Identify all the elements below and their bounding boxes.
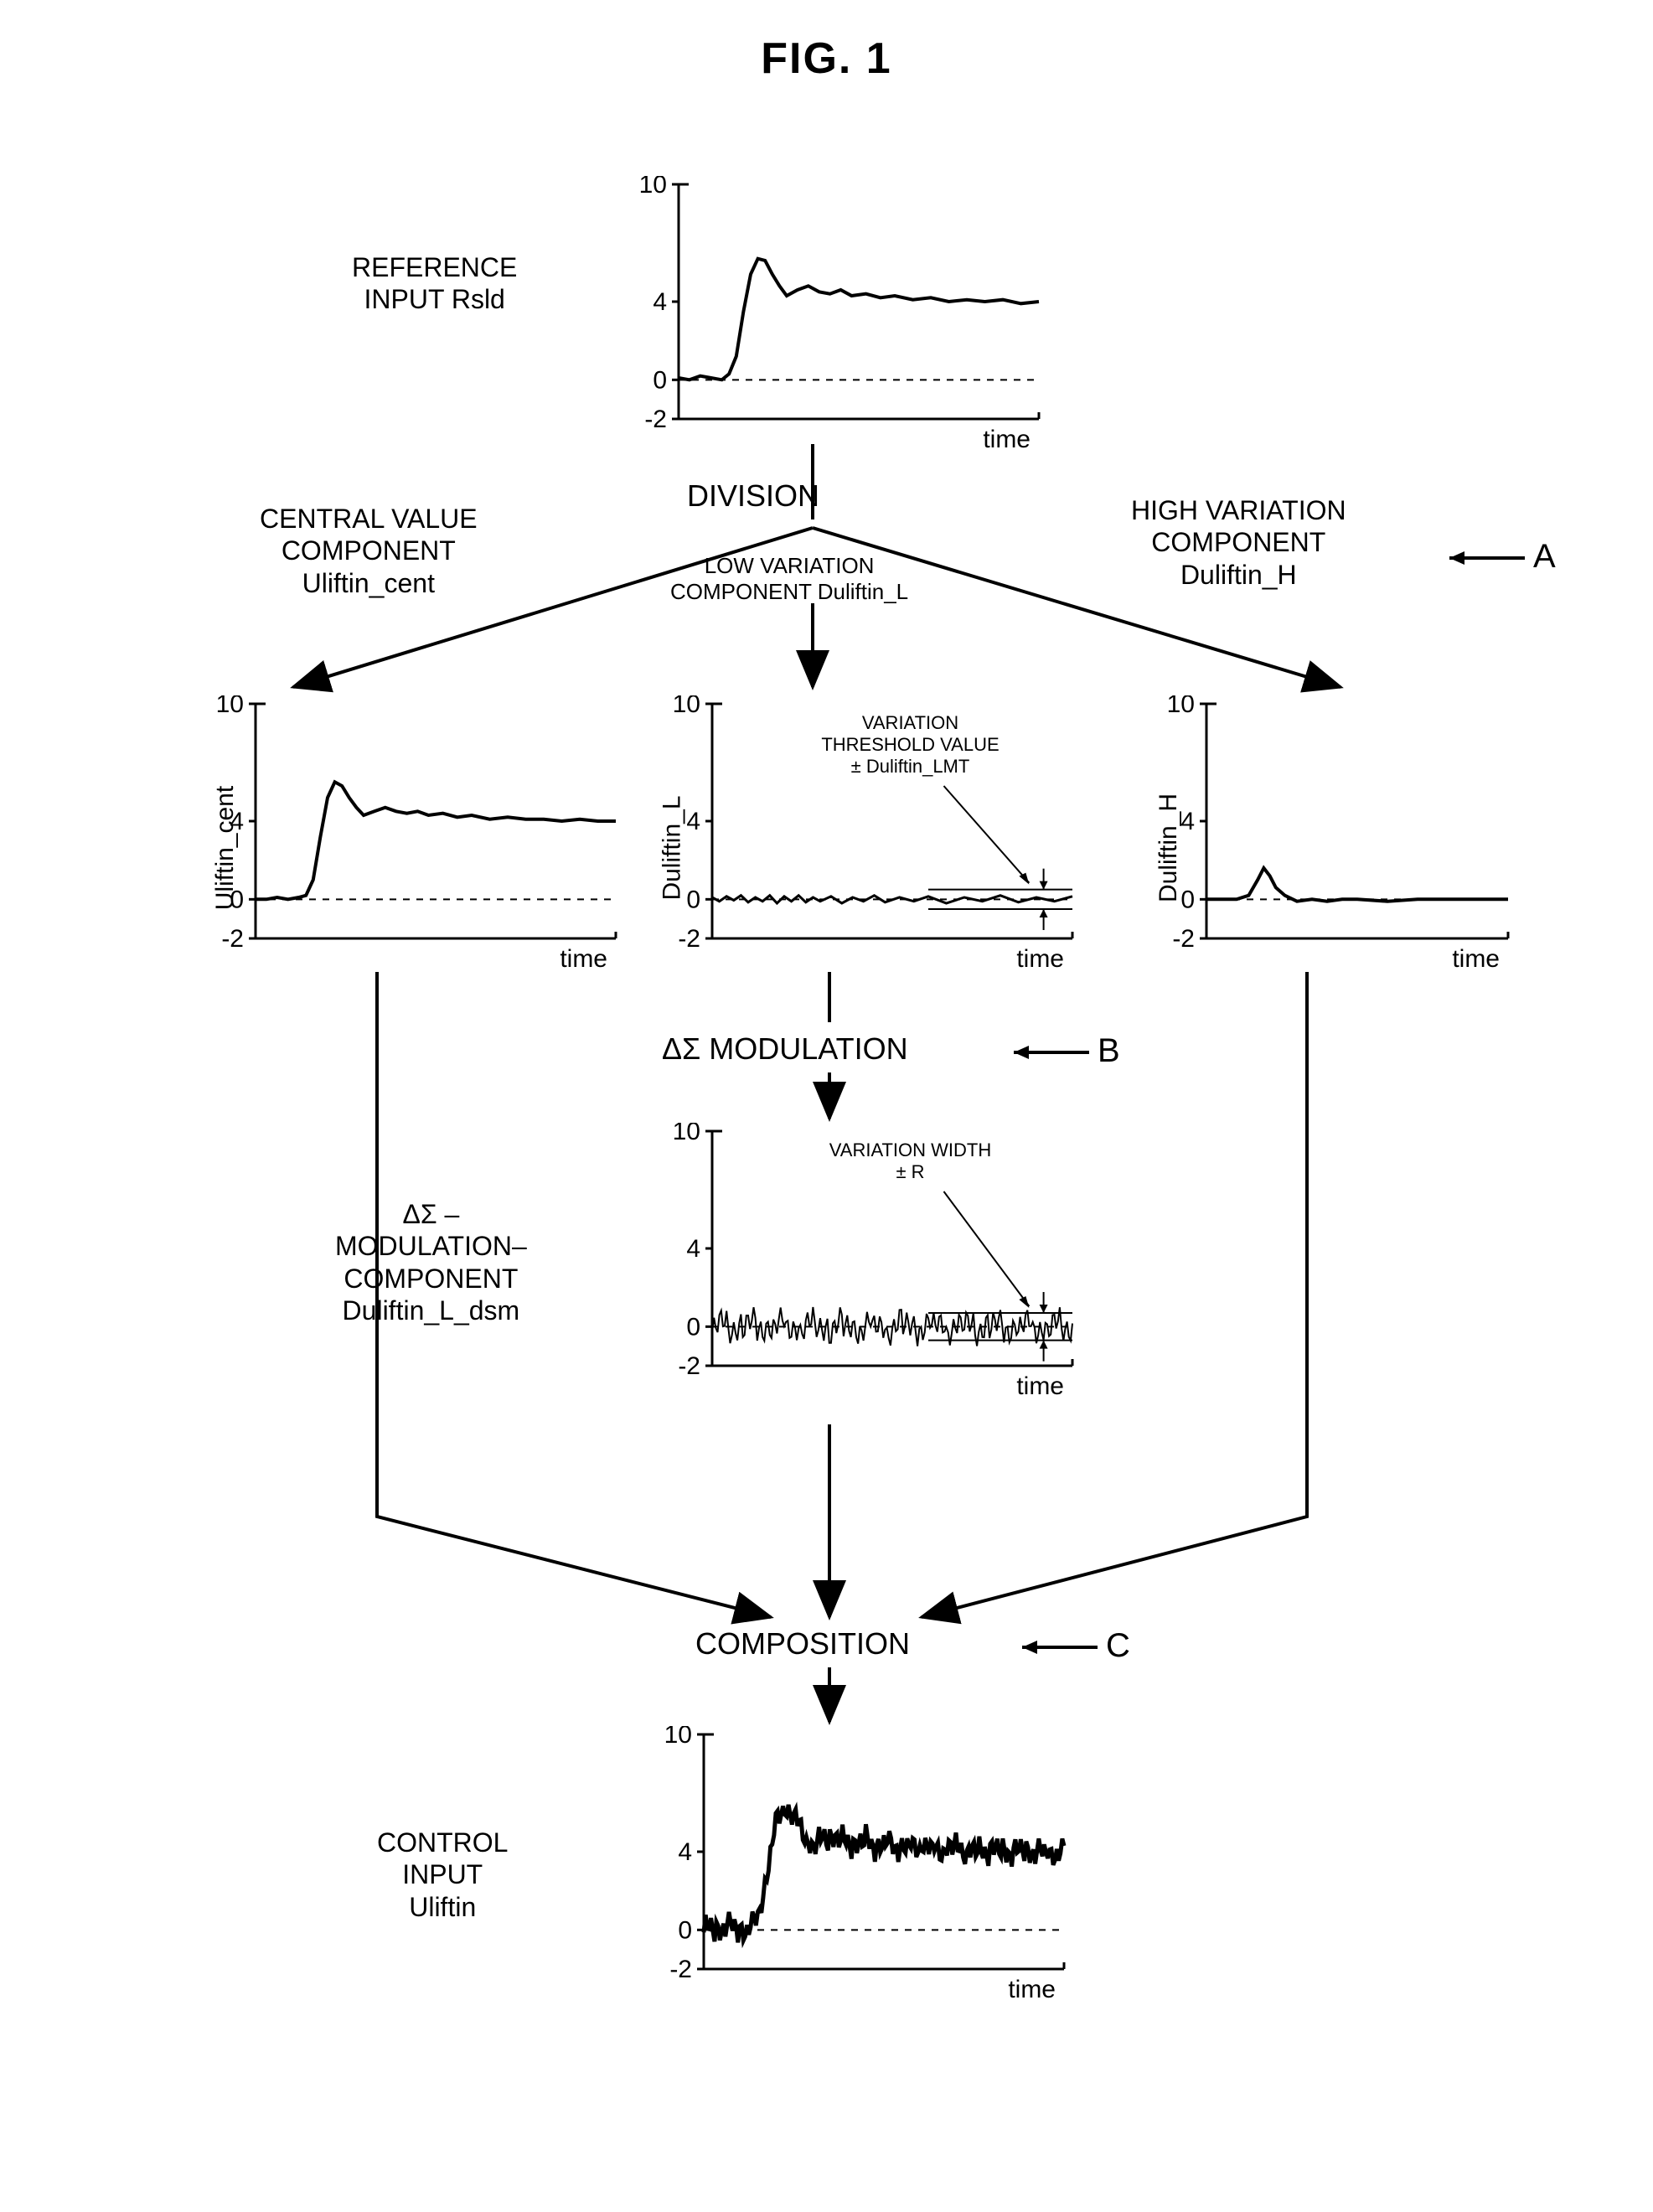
svg-text:-2: -2: [221, 925, 244, 953]
division-label: DIVISION: [687, 478, 819, 514]
central-value-chart: -20410time: [197, 695, 624, 972]
svg-text:0: 0: [653, 366, 667, 394]
marker-a-text: A: [1533, 538, 1556, 575]
svg-text:VARIATION WIDTH: VARIATION WIDTH: [829, 1140, 992, 1160]
svg-text:± R: ± R: [896, 1161, 924, 1182]
svg-text:time: time: [983, 426, 1031, 452]
svg-text:4: 4: [686, 1235, 700, 1263]
svg-text:THRESHOLD VALUE: THRESHOLD VALUE: [821, 734, 999, 755]
svg-text:-2: -2: [1172, 925, 1195, 953]
svg-text:-2: -2: [678, 925, 700, 953]
svg-text:± Duliftin_LMT: ± Duliftin_LMT: [851, 756, 970, 777]
svg-text:10: 10: [639, 176, 667, 199]
marker-c-text: C: [1106, 1627, 1130, 1664]
modulation-chart: -2 0 4 10 time VARIATION WIDTH± R: [653, 1123, 1081, 1399]
modulation-component-label: ΔΣ –MODULATION–COMPONENTDuliftin_L_dsm: [335, 1198, 527, 1327]
svg-text:4: 4: [678, 1838, 692, 1866]
reference-input-chart: -2 0 4 10 time: [620, 176, 1047, 452]
svg-text:4: 4: [686, 808, 700, 835]
svg-text:-2: -2: [678, 1352, 700, 1380]
svg-text:time: time: [1016, 945, 1064, 972]
low-variation-chart: -2 0 4 10 time VARIATIONTHRESHOLD VALUE± Duli…: [653, 695, 1081, 972]
marker-c: C: [1014, 1625, 1130, 1668]
svg-text:10: 10: [1167, 695, 1195, 718]
svg-text:0: 0: [686, 1313, 700, 1341]
svg-text:-2: -2: [669, 1956, 692, 1983]
svg-text:time: time: [1452, 945, 1500, 972]
low-variation-label: LOW VARIATIONCOMPONENT Duliftin_L: [670, 553, 908, 605]
high-variation-chart: -20410time: [1148, 695, 1516, 972]
svg-text:-2: -2: [644, 406, 667, 433]
svg-text:time: time: [1016, 1372, 1064, 1399]
svg-text:10: 10: [664, 1726, 692, 1749]
svg-text:0: 0: [678, 1916, 692, 1944]
svg-text:10: 10: [673, 695, 700, 718]
chart-high-ylabel: Duliftin_H: [1155, 793, 1183, 902]
marker-b: B: [1005, 1031, 1120, 1073]
chart-cent-ylabel: Uliftin_cent: [211, 786, 240, 910]
svg-text:time: time: [1008, 1976, 1056, 2003]
high-variation-label: HIGH VARIATIONCOMPONENTDuliftin_H: [1131, 494, 1346, 591]
modulation-label: ΔΣ MODULATION: [662, 1031, 908, 1067]
marker-b-text: B: [1098, 1032, 1120, 1069]
svg-text:0: 0: [686, 886, 700, 913]
svg-text:10: 10: [673, 1123, 700, 1145]
reference-input-label: REFERENCEINPUT Rsld: [352, 251, 517, 316]
composition-label: COMPOSITION: [695, 1625, 910, 1662]
svg-text:10: 10: [216, 695, 244, 718]
marker-a: A: [1441, 536, 1556, 579]
figure-title: FIG. 1: [761, 34, 891, 84]
control-input-label: CONTROLINPUTUliftin: [377, 1827, 508, 1923]
svg-text:4: 4: [653, 288, 667, 316]
svg-text:VARIATION: VARIATION: [862, 712, 958, 733]
central-value-label: CENTRAL VALUECOMPONENTUliftin_cent: [260, 503, 478, 599]
chart-low-ylabel: Duliftin_L: [659, 795, 687, 900]
svg-text:time: time: [560, 945, 607, 972]
control-input-chart: -2 0 4 10 time: [645, 1726, 1072, 2003]
